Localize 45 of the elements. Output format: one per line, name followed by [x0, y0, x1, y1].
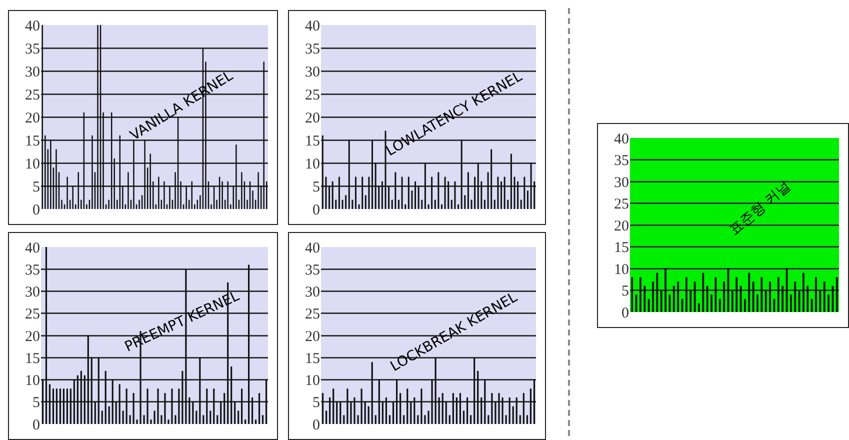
y-tick-label: 30 [25, 284, 40, 300]
y-tick-label: 0 [312, 417, 320, 434]
y-tick-label: 30 [25, 64, 40, 80]
y-tick-label: 0 [32, 202, 40, 218]
y-tick-label: 10 [25, 373, 40, 389]
y-tick-label: 35 [25, 262, 40, 278]
y-tick-label: 5 [312, 179, 320, 196]
y-tick-label: 0 [32, 417, 40, 434]
y-tick-label: 5 [32, 179, 40, 196]
y-tick-label: 5 [312, 395, 320, 412]
y-tick-label: 30 [305, 284, 320, 300]
y-tick-label: 25 [305, 306, 320, 323]
y-tick-label: 10 [614, 262, 629, 278]
y-tick-label: 0 [312, 202, 320, 218]
y-tick-label: 20 [614, 218, 629, 234]
y-tick-label: 5 [622, 284, 629, 300]
y-tick-label: 10 [25, 156, 40, 172]
y-tick-label: 15 [25, 350, 40, 367]
y-tick-label: 0 [622, 305, 629, 322]
y-tick-label: 40 [614, 131, 629, 148]
y-tick-label: 25 [305, 87, 320, 104]
y-tick-label: 35 [614, 153, 629, 169]
y-tick-label: 25 [25, 87, 40, 104]
y-tick-label: 40 [305, 18, 320, 34]
y-tick-label: 10 [305, 373, 320, 389]
y-tick-label: 40 [25, 240, 40, 256]
y-tick-label: 35 [305, 41, 320, 58]
y-tick-label: 25 [25, 306, 40, 323]
y-tick-label: 15 [25, 133, 40, 150]
y-tick-label: 15 [305, 133, 320, 150]
y-tick-label: 30 [614, 174, 629, 191]
y-tick-label: 35 [305, 262, 320, 278]
y-tick-label: 30 [305, 64, 320, 80]
y-tick-label: 20 [25, 110, 40, 126]
y-tick-label: 15 [305, 350, 320, 367]
y-tick-label: 20 [305, 328, 320, 345]
y-tick-label: 10 [305, 156, 320, 172]
y-tick-label: 40 [25, 18, 40, 34]
y-tick-label: 15 [614, 240, 629, 256]
y-tick-label: 25 [614, 196, 629, 212]
y-tick-label: 40 [305, 240, 320, 256]
y-tick-label: 35 [25, 41, 40, 58]
y-tick-label: 5 [32, 395, 40, 412]
y-tick-label: 20 [305, 110, 320, 126]
y-tick-label: 20 [25, 328, 40, 345]
